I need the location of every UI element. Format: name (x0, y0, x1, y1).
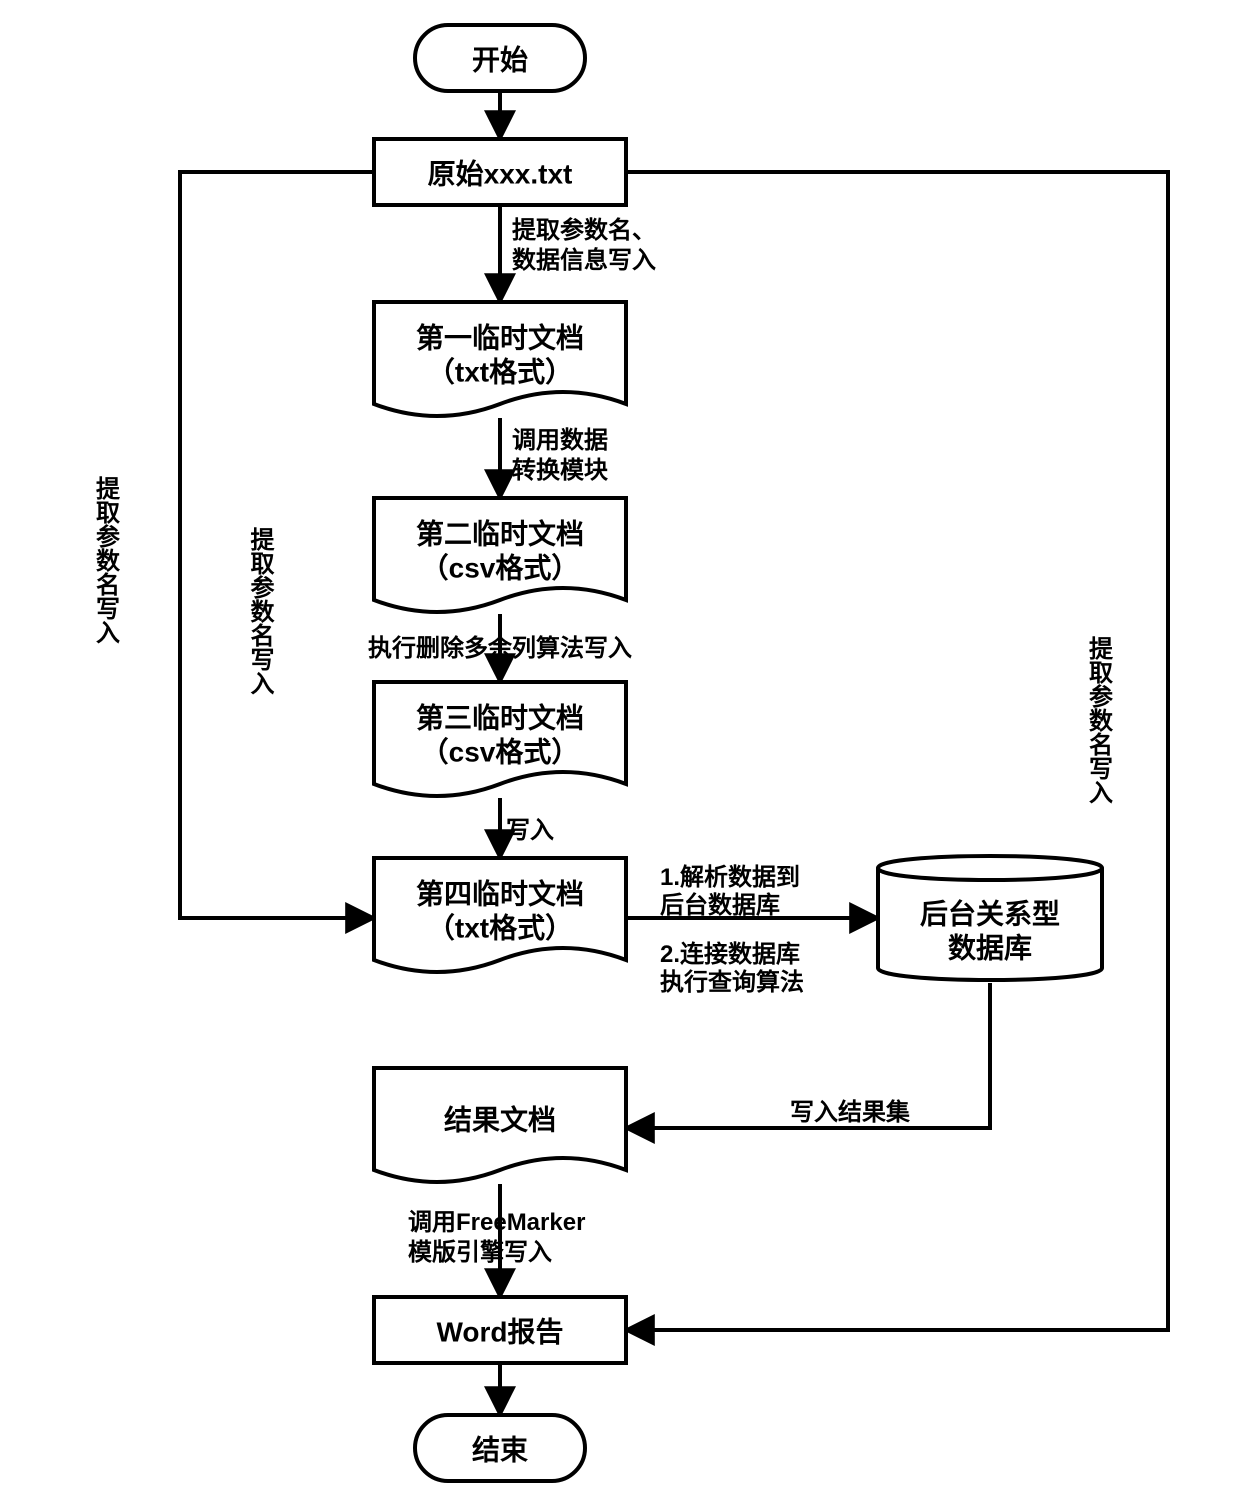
svg-text:Word报告: Word报告 (436, 1316, 563, 1347)
node-result: 结果文档 (374, 1068, 626, 1182)
edge-temp2-temp3-label: 执行删除多余列算法写入 (368, 634, 632, 662)
node-end: 结束 (415, 1415, 585, 1481)
edge-raw-word-right-label: 提取参数名写入 (1085, 636, 1113, 804)
svg-text:原始xxx.txt: 原始xxx.txt (428, 158, 573, 189)
edge-result-word-label1: 调用FreeMarker (408, 1209, 585, 1236)
edge-temp4-db-label4: 执行查询算法 (660, 968, 804, 996)
edge-temp3-temp4-label: 写入 (506, 817, 554, 844)
edge-raw-temp4-left-label-h: 提取参数名写入 (92, 476, 120, 644)
svg-text:第三临时文档: 第三临时文档 (416, 701, 584, 733)
node-temp1: 第一临时文档 （txt格式） (374, 302, 626, 416)
svg-text:数据库: 数据库 (948, 932, 1032, 963)
edge-temp4-db-label2: 后台数据库 (660, 891, 780, 919)
svg-text:结束: 结束 (472, 1434, 528, 1465)
node-db: 后台关系型 数据库 (878, 856, 1102, 980)
flowchart-diagram: 提取参数名、 数据信息写入 调用数据 转换模块 执行删除多余列算法写入 写入 1… (0, 0, 1240, 1502)
node-temp4: 第四临时文档 （txt格式） (374, 858, 626, 972)
svg-text:（csv格式）: （csv格式） (421, 551, 580, 583)
edge-db-result-label: 写入结果集 (790, 1098, 911, 1126)
edge-raw-temp4-left-label: 提取参数名写入 (105, 527, 274, 695)
edge-temp1-temp2-label1: 调用数据 (512, 427, 608, 454)
edge-result-word-label2: 模版引擎写入 (408, 1238, 552, 1266)
edge-temp4-db-label3: 2.连接数据库 (660, 940, 800, 968)
svg-text:第二临时文档: 第二临时文档 (416, 517, 584, 549)
svg-text:结果文档: 结果文档 (444, 1103, 556, 1135)
edge-temp1-temp2-label2: 转换模块 (512, 456, 608, 484)
node-temp3: 第三临时文档 （csv格式） (374, 682, 626, 796)
svg-text:（txt格式）: （txt格式） (427, 911, 573, 943)
svg-text:开始: 开始 (472, 44, 528, 75)
edge-raw-temp1-label2: 数据信息写入 (512, 246, 656, 274)
edge-raw-temp1-label1: 提取参数名、 (512, 216, 656, 244)
svg-text:（csv格式）: （csv格式） (421, 735, 580, 767)
node-temp2: 第二临时文档 （csv格式） (374, 498, 626, 612)
edge-temp4-db-label1: 1.解析数据到 (660, 863, 800, 891)
node-raw: 原始xxx.txt (374, 139, 626, 205)
node-word: Word报告 (374, 1297, 626, 1363)
svg-text:第四临时文档: 第四临时文档 (416, 877, 584, 909)
svg-text:（txt格式）: （txt格式） (427, 355, 573, 387)
node-start: 开始 (415, 25, 585, 91)
svg-text:后台关系型: 后台关系型 (920, 897, 1060, 929)
svg-text:第一临时文档: 第一临时文档 (416, 321, 584, 353)
